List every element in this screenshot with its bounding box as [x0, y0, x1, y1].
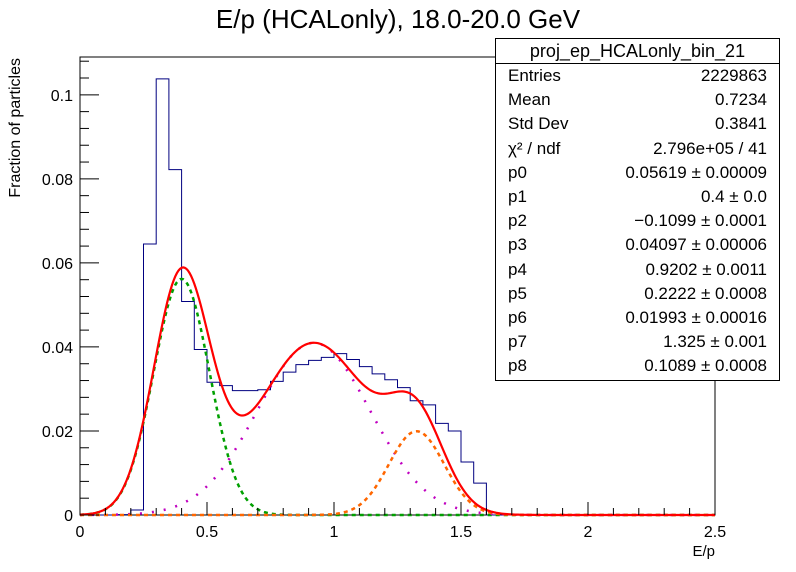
y-tick-label: 0 — [64, 508, 73, 525]
chart-title: E/p (HCALonly), 18.0-20.0 GeV — [215, 4, 581, 34]
y-tick-label: 0.1 — [51, 88, 73, 105]
stats-row-value: 0.05619 ± 0.00009 — [625, 162, 767, 182]
stats-row-value: 0.01993 ± 0.00016 — [625, 307, 767, 327]
stats-row: p3 0.04097 ± 0.00006 — [496, 233, 779, 257]
stats-row: p1 0.4 ± 0.0 — [496, 185, 779, 209]
stats-row: Entries 2229863 — [496, 64, 779, 88]
stats-row: p2 −0.1099 ± 0.0001 — [496, 209, 779, 233]
stats-row-key: p5 — [508, 283, 527, 303]
x-tick-label: 2.5 — [704, 524, 726, 541]
x-tick-label: 1 — [330, 524, 339, 541]
stats-row-key: p3 — [508, 235, 527, 255]
stats-row: χ² / ndf 2.796e+05 / 41 — [496, 137, 779, 161]
stats-row: Mean 0.7234 — [496, 88, 779, 112]
stats-row-value: 0.1089 ± 0.0008 — [644, 356, 767, 376]
x-tick-label: 0.5 — [196, 524, 218, 541]
stats-row-key: p1 — [508, 186, 527, 206]
x-tick-label: 1.5 — [450, 524, 472, 541]
stats-row-key: Mean — [508, 90, 551, 110]
y-tick-label: 0.06 — [42, 256, 73, 273]
stats-row-value: 0.4 ± 0.0 — [700, 186, 767, 206]
stats-row-value: 2.796e+05 / 41 — [653, 138, 767, 158]
stats-row-value: 2229863 — [700, 66, 767, 85]
stats-row-key: Entries — [508, 66, 561, 85]
stats-row-key: p0 — [508, 162, 527, 182]
stats-row-key: p7 — [508, 332, 527, 352]
y-tick-label: 0.02 — [42, 424, 73, 441]
stats-row: p6 0.01993 ± 0.00016 — [496, 306, 779, 330]
stats-row-value: 0.9202 ± 0.0011 — [645, 259, 767, 279]
stats-row-key: p4 — [508, 259, 527, 279]
x-axis-label: E/p — [692, 543, 715, 560]
stats-row-key: p2 — [508, 211, 527, 231]
y-tick-label: 0.04 — [42, 340, 73, 357]
stats-row: p5 0.2222 ± 0.0008 — [496, 282, 779, 306]
y-axis-label: Fraction of particles — [7, 58, 24, 198]
stats-row-value: −0.1099 ± 0.0001 — [634, 211, 767, 231]
x-tick-label: 0 — [76, 524, 85, 541]
stats-row: p0 0.05619 ± 0.00009 — [496, 161, 779, 185]
stats-row-value: 1.325 ± 0.001 — [663, 332, 767, 352]
stats-row-value: 0.2222 ± 0.0008 — [644, 283, 767, 303]
stats-box-name: proj_ep_HCALonly_bin_21 — [496, 39, 779, 64]
stats-row: p8 0.1089 ± 0.0008 — [496, 354, 779, 378]
stats-row-value: 0.04097 ± 0.00006 — [625, 235, 767, 255]
stats-row: p7 1.325 ± 0.001 — [496, 330, 779, 354]
stats-row-value: 0.7234 — [715, 90, 767, 110]
total-fit-curve — [79, 266, 715, 517]
y-tick-label: 0.08 — [42, 172, 73, 189]
stats-row: p4 0.9202 ± 0.0011 — [496, 258, 779, 282]
x-tick-label: 2 — [584, 524, 593, 541]
stats-row-key: χ² / ndf — [508, 138, 561, 158]
stats-box: proj_ep_HCALonly_bin_21 Entries 2229863 Me… — [495, 38, 780, 381]
stats-row-value: 0.3841 — [715, 114, 767, 134]
stats-row-key: p6 — [508, 307, 527, 327]
stats-row: Std Dev 0.3841 — [496, 112, 779, 136]
stats-row-key: p8 — [508, 356, 527, 376]
stats-row-key: Std Dev — [508, 114, 569, 134]
fit-component-3 — [80, 430, 715, 517]
